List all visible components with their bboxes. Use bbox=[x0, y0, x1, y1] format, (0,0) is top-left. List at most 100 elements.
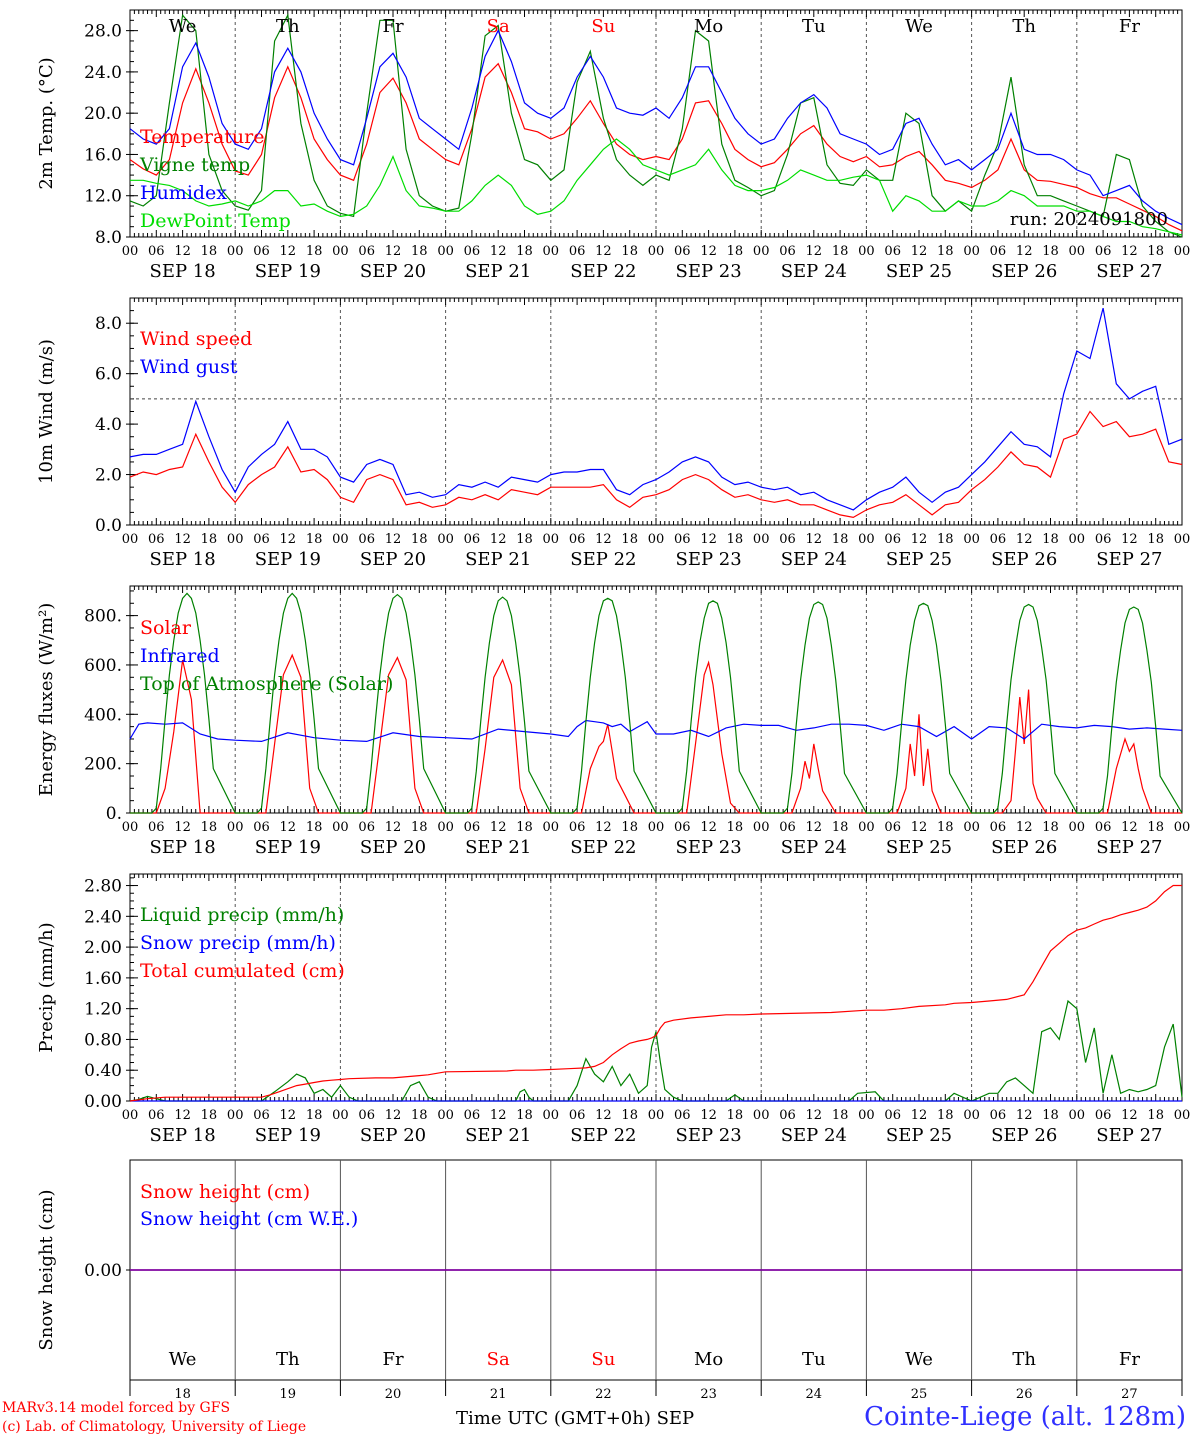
date-label: SEP 27 bbox=[1096, 549, 1162, 570]
hour-tick-label: 00 bbox=[1174, 532, 1191, 547]
date-label: SEP 18 bbox=[149, 1125, 215, 1146]
hour-tick-label: 00 bbox=[648, 820, 665, 835]
hour-tick-label: 18 bbox=[516, 244, 533, 259]
time-axis-caption: Time UTC (GMT+0h) SEP bbox=[456, 1408, 694, 1429]
hour-tick-label: 00 bbox=[963, 820, 980, 835]
y-axis-label: Snow height (cm) bbox=[36, 1189, 57, 1350]
hour-tick-label: 06 bbox=[884, 532, 901, 547]
y-tick-label: 0.00 bbox=[84, 1092, 122, 1112]
date-label: SEP 19 bbox=[255, 1125, 321, 1146]
hour-tick-label: 18 bbox=[937, 820, 954, 835]
panel-3: 00 06 12 18 00 06 12 18 00 06 12 18 00 06 12 18 00 06 12 18… bbox=[36, 585, 1190, 858]
hour-tick-label: 12 bbox=[806, 244, 823, 259]
hour-tick-label: 18 bbox=[621, 1108, 638, 1123]
hour-tick-label: 00 bbox=[963, 244, 980, 259]
hour-tick-label: 12 bbox=[174, 820, 191, 835]
hour-tick-label: 00 bbox=[543, 1108, 560, 1123]
hour-tick-label: 18 bbox=[306, 820, 323, 835]
hour-tick-label: 00 bbox=[227, 532, 244, 547]
site-title: Cointe-Liege (alt. 128m) bbox=[864, 1402, 1186, 1432]
hour-tick-label: 18 bbox=[621, 244, 638, 259]
hour-tick-label: 06 bbox=[990, 820, 1007, 835]
day-number-label: 26 bbox=[1016, 1387, 1033, 1400]
hour-tick-label: 12 bbox=[385, 1108, 402, 1123]
weekday-label: Tu bbox=[802, 16, 826, 37]
legend-entry: Liquid precip (mm/h) bbox=[140, 904, 344, 926]
weekday-label: Su bbox=[591, 1349, 615, 1370]
hour-tick-label: 18 bbox=[621, 532, 638, 547]
date-label: SEP 22 bbox=[570, 261, 636, 282]
hour-tick-label: 00 bbox=[1069, 244, 1086, 259]
y-tick-label: 0.0 bbox=[95, 516, 122, 536]
y-tick-label: 16.0 bbox=[84, 145, 122, 165]
y-tick-label: 600. bbox=[84, 656, 122, 676]
legend-entry: DewPoint Temp bbox=[140, 210, 291, 232]
hour-tick-label: 06 bbox=[990, 1108, 1007, 1123]
y-tick-label: 8.0 bbox=[95, 314, 122, 334]
hour-tick-label: 12 bbox=[280, 532, 297, 547]
date-label: SEP 24 bbox=[781, 837, 847, 858]
hour-tick-label: 00 bbox=[1174, 244, 1191, 259]
y-tick-label: 28.0 bbox=[84, 22, 122, 42]
hour-tick-label: 06 bbox=[779, 244, 796, 259]
hour-tick-label: 12 bbox=[1016, 1108, 1033, 1123]
hour-tick-label: 06 bbox=[569, 532, 586, 547]
run-label: run: 2024091800 bbox=[1010, 209, 1168, 230]
hour-tick-label: 00 bbox=[648, 532, 665, 547]
date-label: SEP 19 bbox=[255, 549, 321, 570]
hour-tick-label: 18 bbox=[727, 532, 744, 547]
hour-tick-label: 00 bbox=[648, 1108, 665, 1123]
hour-tick-label: 06 bbox=[358, 532, 375, 547]
hour-tick-label: 18 bbox=[1147, 1108, 1164, 1123]
hour-tick-label: 12 bbox=[1016, 532, 1033, 547]
hour-tick-label: 06 bbox=[884, 1108, 901, 1123]
hour-tick-label: 12 bbox=[1016, 820, 1033, 835]
hour-tick-label: 06 bbox=[253, 244, 270, 259]
hour-tick-label: 06 bbox=[569, 820, 586, 835]
hour-tick-label: 00 bbox=[753, 1108, 770, 1123]
series-line bbox=[129, 999, 1183, 1102]
hour-tick-label: 18 bbox=[201, 820, 218, 835]
y-tick-label: 2.40 bbox=[84, 907, 122, 927]
date-label: SEP 24 bbox=[781, 261, 847, 282]
hour-tick-label: 18 bbox=[411, 532, 428, 547]
hour-tick-label: 18 bbox=[411, 1108, 428, 1123]
hour-tick-label: 06 bbox=[148, 532, 165, 547]
hour-tick-label: 18 bbox=[1147, 820, 1164, 835]
legend-entry: Humidex bbox=[140, 182, 227, 204]
hour-tick-label: 00 bbox=[858, 532, 875, 547]
weekday-label: We bbox=[169, 16, 197, 37]
date-label: SEP 26 bbox=[991, 1125, 1057, 1146]
legend-entry: Vigne temp bbox=[139, 154, 250, 176]
hour-tick-label: 12 bbox=[174, 532, 191, 547]
hour-tick-label: 06 bbox=[674, 1108, 691, 1123]
hour-tick-label: 00 bbox=[122, 1108, 139, 1123]
hour-tick-label: 12 bbox=[595, 244, 612, 259]
hour-tick-label: 00 bbox=[963, 532, 980, 547]
hour-tick-label: 06 bbox=[148, 244, 165, 259]
date-label: SEP 26 bbox=[991, 261, 1057, 282]
hour-tick-label: 00 bbox=[437, 820, 454, 835]
hour-tick-label: 18 bbox=[1147, 532, 1164, 547]
date-label: SEP 21 bbox=[465, 837, 531, 858]
hour-tick-label: 12 bbox=[1016, 244, 1033, 259]
hour-tick-label: 06 bbox=[990, 532, 1007, 547]
hour-tick-label: 12 bbox=[700, 532, 717, 547]
y-axis-label: Precip (mm/h) bbox=[36, 922, 57, 1052]
hour-tick-label: 12 bbox=[385, 532, 402, 547]
weekday-label: Su bbox=[591, 16, 615, 37]
hour-tick-label: 00 bbox=[753, 820, 770, 835]
day-number-label: 24 bbox=[806, 1387, 823, 1400]
hour-tick-label: 00 bbox=[122, 532, 139, 547]
day-number-label: 20 bbox=[385, 1387, 402, 1400]
hour-tick-label: 18 bbox=[1042, 244, 1059, 259]
hour-tick-label: 18 bbox=[832, 532, 849, 547]
date-label: SEP 20 bbox=[360, 1125, 426, 1146]
hour-tick-label: 18 bbox=[201, 244, 218, 259]
hour-tick-label: 00 bbox=[858, 244, 875, 259]
hour-tick-label: 06 bbox=[1095, 820, 1112, 835]
legend-entry: Total cumulated (cm) bbox=[140, 960, 345, 982]
hour-tick-label: 00 bbox=[227, 820, 244, 835]
hour-tick-label: 06 bbox=[779, 820, 796, 835]
hour-tick-label: 12 bbox=[385, 244, 402, 259]
